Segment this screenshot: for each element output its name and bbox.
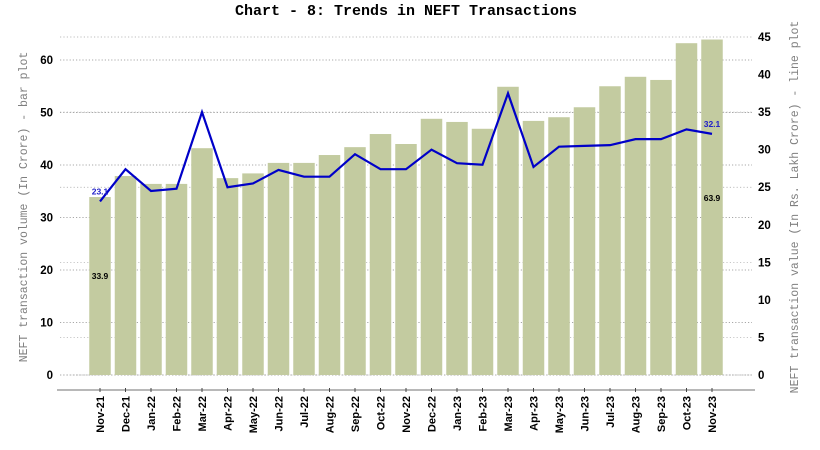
bar-Feb-23 (471, 128, 494, 375)
x-tick-label: Jan-22 (146, 396, 158, 431)
bar-Jan-23 (446, 121, 468, 375)
bar-Jun-23 (573, 107, 596, 375)
x-tick-label: Oct-23 (682, 396, 694, 430)
chart-title: Chart - 8: Trends in NEFT Transactions (235, 3, 577, 20)
x-tick-label: Feb-22 (172, 396, 184, 431)
bar-Jan-22 (140, 183, 162, 375)
right-y-axis: 0 5 10 15 20 25 30 35 40 45 (758, 32, 771, 382)
x-tick-label: Aug-22 (325, 396, 337, 433)
right-y-tick-label: 30 (758, 145, 771, 157)
line-data-label: 32.1 (704, 119, 721, 129)
x-tick-label: Mar-23 (503, 396, 515, 431)
right-y-tick-label: 20 (758, 220, 771, 232)
x-tick-label: Jul-23 (605, 396, 617, 428)
bar-Sep-23 (650, 79, 672, 375)
left-y-tick-label: 40 (40, 160, 53, 172)
x-tick-label: Oct-22 (376, 396, 388, 430)
x-tick-label: Sep-22 (350, 396, 362, 432)
bar-Aug-22 (318, 155, 341, 375)
x-tick-label: Nov-22 (401, 396, 413, 433)
bar-Oct-22 (369, 134, 392, 375)
x-axis: Nov-21 Dec-21 Jan-22 Feb-22 Mar-22 Apr-22 May-… (57, 388, 755, 433)
data-labels: 33.9 23.1 63.9 32.1 (92, 119, 721, 281)
line-data-label: 23.1 (92, 186, 109, 196)
x-tick-label: Jun-23 (580, 396, 592, 431)
bar-May-22 (242, 173, 264, 375)
bar-Apr-22 (216, 178, 239, 375)
x-tick-label: Feb-23 (478, 396, 490, 431)
bar-series (89, 39, 723, 376)
bar-Apr-23 (522, 120, 545, 376)
x-tick-label: May-23 (554, 396, 566, 433)
bar-data-label: 63.9 (704, 193, 721, 203)
left-y-tick-label: 20 (40, 265, 53, 277)
bar-Dec-21 (114, 176, 137, 375)
bar-Jun-22 (267, 162, 290, 375)
line-series (99, 90, 713, 203)
bar-Mar-22 (191, 148, 213, 375)
right-y-tick-label: 15 (758, 257, 771, 269)
x-tick-label: Dec-21 (121, 396, 133, 432)
left-y-axis: 0 10 20 30 40 50 60 (40, 55, 53, 382)
right-y-tick-label: 10 (758, 295, 771, 307)
x-tick-label: Mar-22 (197, 396, 209, 431)
right-y-tick-label: 40 (758, 70, 771, 82)
x-tick-label: Apr-23 (529, 396, 541, 431)
x-tick-label: Aug-23 (631, 396, 643, 433)
x-tick-label: Jan-23 (452, 396, 464, 431)
bar-Jul-22 (293, 162, 315, 375)
x-tick-label: May-22 (248, 396, 260, 433)
bar-Dec-22 (420, 118, 443, 376)
bar-Jul-23 (599, 86, 621, 375)
right-y-tick-label: 0 (758, 370, 764, 382)
bar-Sep-22 (344, 147, 366, 375)
left-axis-title: NEFT transaction volume (In Crore) - bar… (18, 52, 31, 363)
right-y-tick-label: 25 (758, 182, 771, 194)
bar-Oct-23 (675, 43, 698, 375)
bar-May-23 (548, 117, 570, 375)
left-y-tick-label: 10 (40, 318, 53, 330)
bar-data-label: 33.9 (92, 271, 109, 281)
value-line (99, 90, 713, 203)
bar-Nov-23 (701, 39, 723, 376)
left-y-tick-label: 30 (40, 213, 53, 225)
bar-Feb-22 (165, 183, 188, 375)
bar-Nov-21 (89, 197, 111, 375)
left-y-tick-label: 50 (40, 108, 53, 120)
right-y-tick-label: 45 (758, 32, 771, 44)
right-y-tick-label: 35 (758, 107, 771, 119)
x-tick-label: Dec-22 (427, 396, 439, 432)
x-tick-label: Nov-23 (707, 396, 719, 433)
x-tick-label: Jun-22 (274, 396, 286, 431)
bar-Aug-23 (624, 76, 647, 376)
x-tick-label: Jul-22 (299, 396, 311, 428)
x-tick-label: Sep-23 (656, 396, 668, 432)
bar-Nov-22 (395, 144, 417, 375)
left-y-tick-label: 0 (47, 370, 53, 382)
left-y-tick-label: 60 (40, 55, 53, 67)
right-y-tick-label: 5 (758, 332, 765, 344)
bar-Mar-23 (497, 86, 519, 376)
x-tick-label: Apr-22 (223, 396, 235, 431)
right-axis-title: NEFT transaction value (In Rs. Lakh Cror… (789, 21, 802, 394)
x-tick-label: Nov-21 (95, 396, 107, 433)
